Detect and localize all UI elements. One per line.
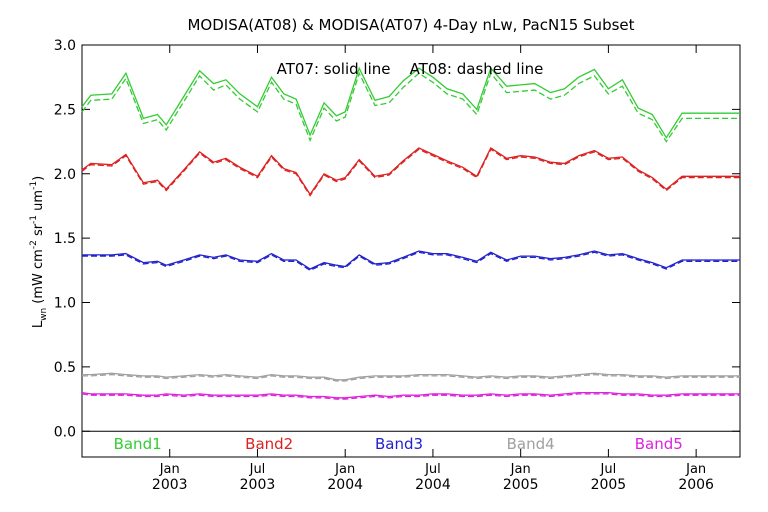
x-tick-label-month: Jul (424, 462, 441, 477)
chart-title: MODISA(AT08) & MODISA(AT07) 4-Day nLw, P… (187, 16, 634, 34)
y-tick-label: 0.0 (54, 424, 76, 440)
y-tick-label: 1.0 (54, 296, 76, 312)
y-tick-label: 2.5 (54, 102, 76, 118)
chart-annotation: AT07: solid line AT08: dashed line (277, 60, 544, 78)
y-axis-label-sup1: -2 (29, 240, 39, 249)
legend-entry-band1: Band1 (114, 435, 162, 453)
series-band1-dashed (81, 71, 740, 143)
y-tick-label: 2.0 (54, 167, 76, 183)
x-axis: Jan2003Jul2003Jan2004Jul2004Jan2005Jul20… (152, 45, 714, 493)
series-band2-solid (81, 147, 740, 196)
legend: Band1 Band2 Band3 Band4 Band5 (114, 435, 683, 453)
x-tick-label-month: Jul (249, 462, 266, 477)
y-tick-label: 0.5 (54, 360, 76, 376)
legend-entry-band3: Band3 (375, 435, 423, 453)
series-band5-solid (81, 391, 740, 399)
x-tick-label-month: Jan (510, 462, 531, 477)
series-band5-dashed (81, 393, 740, 400)
legend-entry-band5: Band5 (635, 435, 683, 453)
series-band1-solid (81, 66, 740, 139)
y-tick-label: 3.0 (54, 38, 76, 54)
x-tick-label-month: Jan (685, 462, 706, 477)
y-axis-label-main: L (31, 320, 46, 328)
y-axis-label-sup2: -1 (29, 215, 39, 224)
y-tick-label: 1.5 (54, 231, 76, 247)
x-tick-label-year: 2004 (415, 477, 451, 493)
x-tick-label-year: 2005 (503, 477, 539, 493)
x-tick-label-month: Jan (159, 462, 180, 477)
series-band3-solid (82, 250, 740, 270)
y-axis-label-units-pre: (mW cm (31, 249, 46, 308)
y-axis-label-sup3: -1 (29, 181, 39, 190)
series-band4-solid (82, 372, 740, 381)
y-axis-label-units-mid: sr (31, 223, 46, 240)
series-layer (81, 66, 740, 400)
x-tick-label-month: Jul (600, 462, 617, 477)
plot-frame (81, 44, 741, 458)
y-axis-label-sub: wn (39, 308, 49, 321)
legend-entry-band4: Band4 (507, 435, 555, 453)
x-tick-label-year: 2006 (678, 477, 714, 493)
x-tick-label-year: 2003 (152, 477, 188, 493)
y-axis-label-units-post: ) (31, 176, 46, 181)
x-tick-label-year: 2004 (327, 477, 363, 493)
y-axis-label-units-mid2: um (31, 190, 46, 215)
series-band4-dashed (82, 373, 740, 382)
x-tick-label-month: Jan (334, 462, 355, 477)
series-band2-dashed (81, 148, 740, 197)
series-band3-dashed (82, 251, 740, 272)
x-tick-label-year: 2005 (591, 477, 627, 493)
y-axis-label: Lwn (mW cm-2 sr-1 um-1) (29, 176, 49, 328)
x-tick-label-year: 2003 (240, 477, 276, 493)
legend-entry-band2: Band2 (245, 435, 293, 453)
y-axis: 0.0 0.5 1.0 1.5 2.0 2.5 3.0 (54, 38, 740, 440)
